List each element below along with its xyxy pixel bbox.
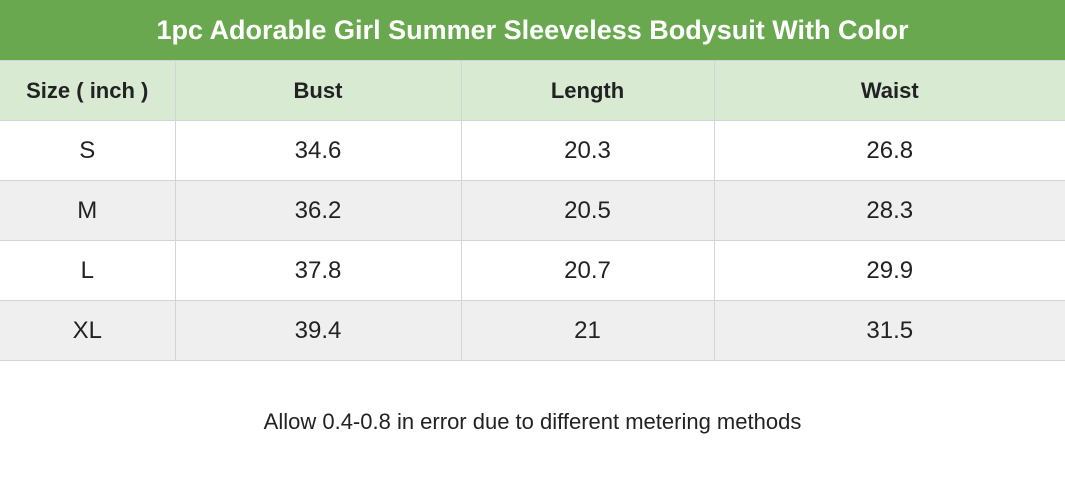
table-row: XL 39.4 21 31.5 (0, 300, 1065, 361)
footer-note: Allow 0.4-0.8 in error due to different … (263, 409, 802, 434)
table-cell: 20.3 (460, 120, 715, 181)
table-cell: L (0, 240, 176, 301)
table-cell: 21 (460, 300, 715, 361)
table-cell: 39.4 (174, 300, 462, 361)
table-cell: 36.2 (174, 180, 462, 241)
column-header: Size ( inch ) (0, 60, 176, 121)
header-row: Size ( inch ) Bust Length Waist (0, 60, 1065, 121)
table-cell: 29.9 (713, 240, 1065, 301)
column-header: Bust (174, 60, 462, 121)
table-cell: 26.8 (713, 120, 1065, 181)
table-title: 1pc Adorable Girl Summer Sleeveless Body… (0, 0, 1065, 60)
table-cell: S (0, 120, 176, 181)
size-table: Size ( inch ) Bust Length Waist S 34.6 20.3 26… (0, 60, 1065, 361)
table-cell: 37.8 (174, 240, 462, 301)
table-cell: 31.5 (713, 300, 1065, 361)
column-header: Length (460, 60, 715, 121)
table-cell: M (0, 180, 176, 241)
table-cell: XL (0, 300, 176, 361)
table-cell: 28.3 (713, 180, 1065, 241)
table-row: M 36.2 20.5 28.3 (0, 180, 1065, 241)
table-cell: 20.5 (460, 180, 715, 241)
table-row: L 37.8 20.7 29.9 (0, 240, 1065, 301)
table-cell: 34.6 (174, 120, 462, 181)
table-row: S 34.6 20.3 26.8 (0, 120, 1065, 181)
column-header: Waist (713, 60, 1065, 121)
table-cell: 20.7 (460, 240, 715, 301)
